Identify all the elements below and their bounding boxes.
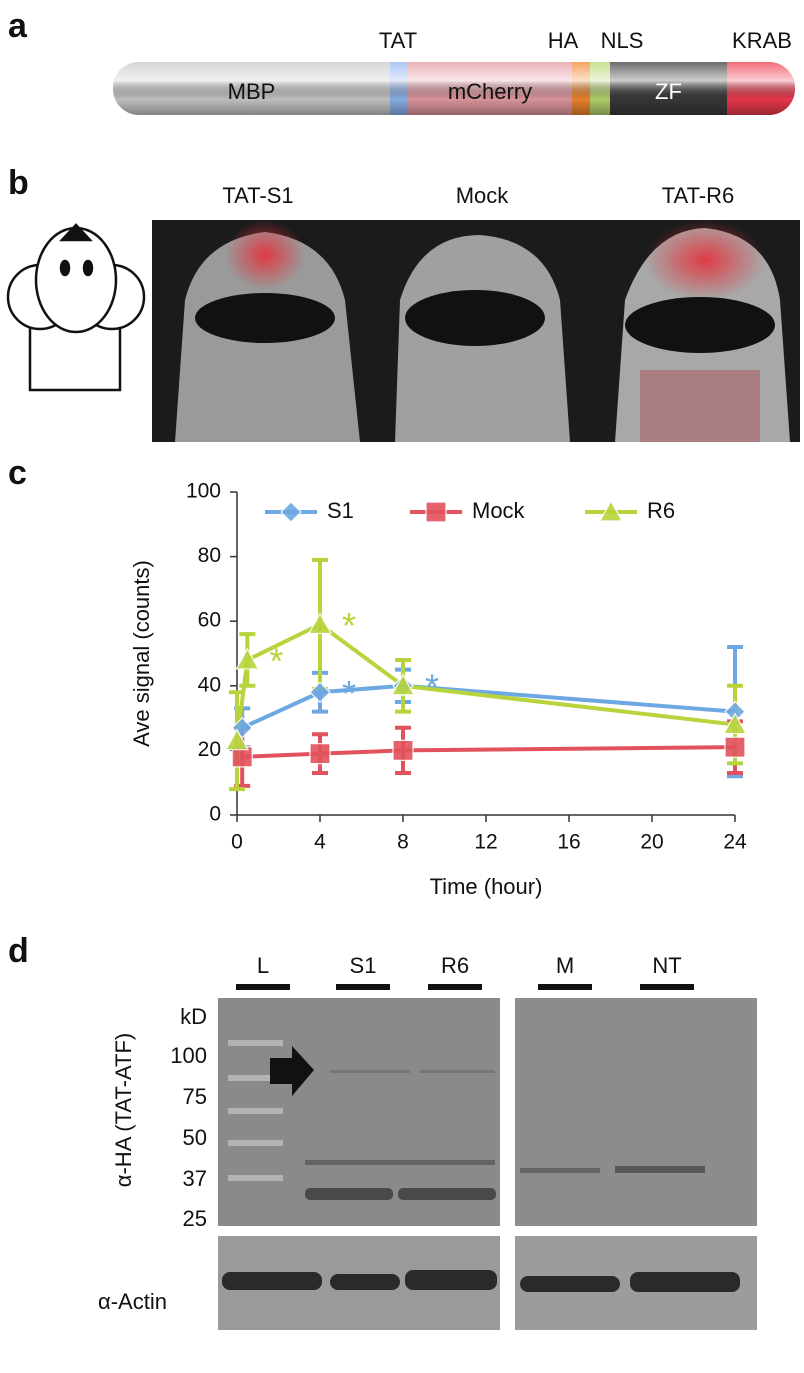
segment-label: HA bbox=[548, 28, 579, 53]
marker-label: 50 bbox=[183, 1125, 207, 1150]
segment-label: TAT bbox=[379, 28, 417, 53]
marker bbox=[390, 673, 416, 696]
marker-label: 37 bbox=[183, 1166, 207, 1191]
panel-letter: c bbox=[8, 454, 27, 492]
marker bbox=[235, 647, 260, 670]
marker bbox=[724, 736, 746, 758]
condition-label: Mock bbox=[456, 183, 510, 208]
marker bbox=[307, 612, 333, 635]
panel-letter: b bbox=[8, 164, 29, 202]
marker bbox=[280, 501, 302, 523]
significance-mark: * bbox=[342, 605, 356, 646]
marker-label: 100 bbox=[170, 1043, 207, 1068]
actin-label: α-Actin bbox=[98, 1289, 167, 1314]
x-tick-label: 24 bbox=[723, 831, 747, 854]
y-tick-label: 0 bbox=[209, 803, 221, 826]
lane-bar bbox=[428, 984, 482, 990]
lane-label: L bbox=[257, 953, 269, 978]
marker bbox=[425, 501, 447, 523]
x-tick-label: 12 bbox=[474, 831, 497, 854]
y-tick-label: 80 bbox=[198, 544, 221, 567]
western-blot bbox=[218, 998, 757, 1330]
lane-label: NT bbox=[652, 953, 681, 978]
marker-label: 75 bbox=[183, 1084, 207, 1109]
segment-label: KRAB bbox=[732, 28, 792, 53]
segment-label: NLS bbox=[601, 28, 644, 53]
lane-label: S1 bbox=[350, 953, 377, 978]
marker bbox=[224, 728, 250, 751]
lane-bar bbox=[538, 984, 592, 990]
blot-y-label: α-HA (TAT-ATF) bbox=[111, 1033, 136, 1187]
y-tick-label: 60 bbox=[198, 609, 221, 632]
series-line bbox=[235, 622, 736, 741]
marker bbox=[598, 499, 624, 522]
legend-label: R6 bbox=[647, 498, 675, 523]
panel-letter: d bbox=[8, 932, 29, 970]
unit-label: kD bbox=[180, 1004, 207, 1029]
significance-mark: * bbox=[425, 666, 439, 707]
y-tick-label: 20 bbox=[198, 738, 221, 761]
series-line bbox=[241, 683, 736, 730]
line-chart: 0 20 40 60 80 100 0 4 8 12 16 20 24 Time (hour) Ave si… bbox=[129, 480, 748, 899]
blot-labels: L S1 R6 M NT kD 100 75 50 37 25 α-HA (TAT-ATF) α-Act… bbox=[98, 953, 694, 1314]
x-tick-label: 20 bbox=[640, 831, 663, 854]
marker bbox=[722, 712, 748, 735]
lane-label: R6 bbox=[441, 953, 469, 978]
marker bbox=[309, 681, 331, 704]
mouse-photo-content bbox=[175, 220, 790, 442]
significance-mark: * bbox=[342, 673, 356, 714]
series-line bbox=[242, 745, 736, 759]
y-tick-label: 40 bbox=[198, 673, 221, 696]
lane-bar bbox=[640, 984, 694, 990]
significance-mark: * bbox=[425, 666, 439, 707]
legend-label: S1 bbox=[327, 498, 354, 523]
x-tick-label: 8 bbox=[397, 831, 409, 854]
lane-bar bbox=[336, 984, 390, 990]
x-axis-label: Time (hour) bbox=[430, 874, 543, 899]
cylinder-shade bbox=[113, 62, 795, 115]
marker bbox=[309, 743, 331, 765]
lane-label: M bbox=[556, 953, 574, 978]
condition-label: TAT-R6 bbox=[662, 183, 735, 208]
y-axis-label: Ave signal (counts) bbox=[129, 560, 154, 747]
mouse-cartoon bbox=[6, 223, 146, 392]
marker bbox=[392, 739, 414, 761]
y-tick-label: 100 bbox=[186, 480, 221, 503]
panel-letter: a bbox=[8, 7, 28, 45]
x-tick-label: 16 bbox=[557, 831, 580, 854]
lane-bar bbox=[236, 984, 290, 990]
legend-label: Mock bbox=[472, 498, 526, 523]
segment-label: ZF bbox=[655, 79, 682, 104]
segment-label: mCherry bbox=[448, 79, 532, 104]
significance-mark: * bbox=[269, 640, 283, 681]
condition-label: TAT-S1 bbox=[222, 183, 293, 208]
x-tick-label: 0 bbox=[231, 831, 243, 854]
marker-label: 25 bbox=[183, 1206, 207, 1231]
x-tick-label: 4 bbox=[314, 831, 326, 854]
segment-label: MBP bbox=[228, 79, 276, 104]
